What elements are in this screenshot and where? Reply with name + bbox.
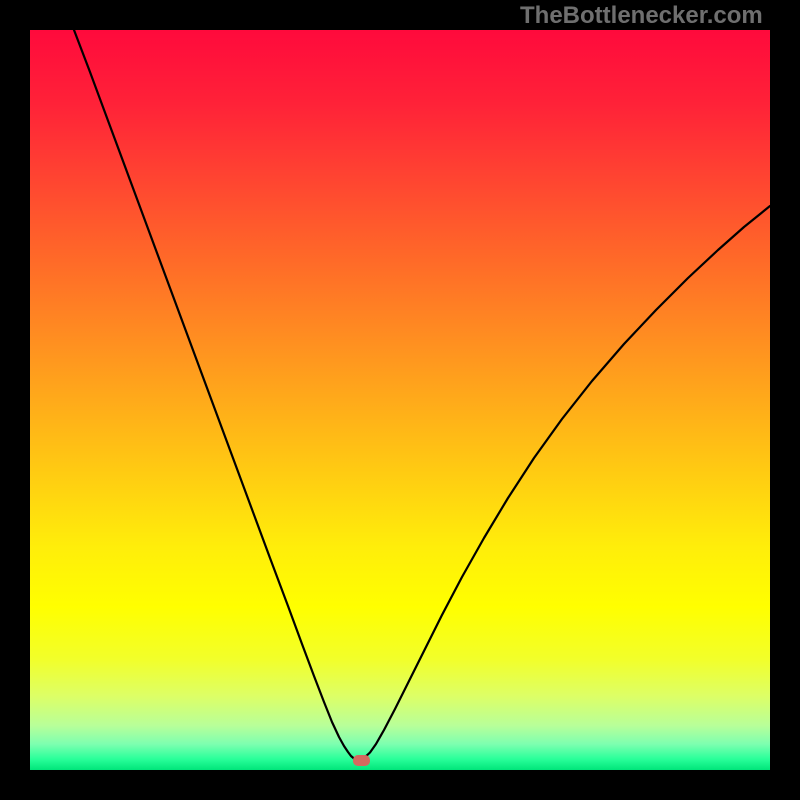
gradient-background xyxy=(30,30,770,770)
watermark-label: TheBottlenecker.com xyxy=(520,2,763,30)
bottleneck-chart xyxy=(30,30,770,770)
optimum-marker xyxy=(353,755,370,766)
